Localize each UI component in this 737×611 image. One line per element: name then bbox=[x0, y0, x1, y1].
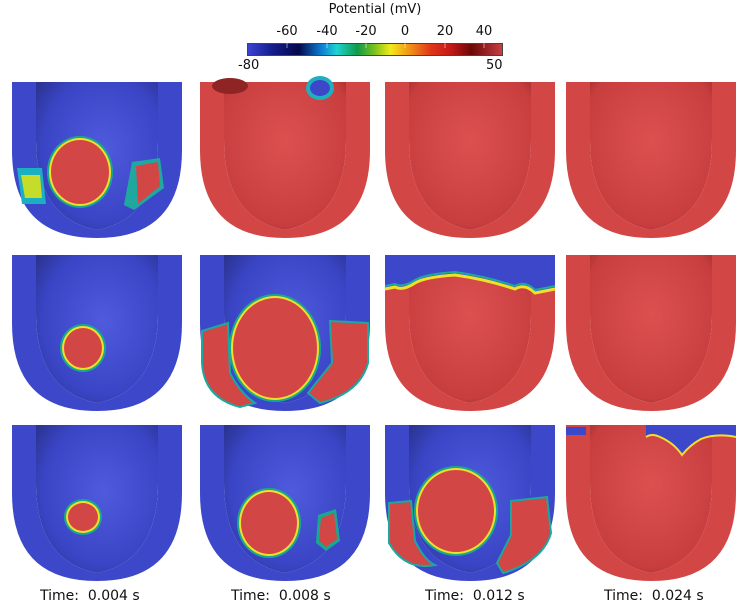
colorbar-tick: 40 bbox=[475, 24, 493, 39]
colorbar-tick: -40 bbox=[316, 24, 338, 39]
heart-r1c1 bbox=[12, 82, 182, 238]
colorbar-max-label: 50 bbox=[486, 58, 503, 73]
colorbar bbox=[247, 43, 503, 56]
colorbar-title: Potential (mV) bbox=[328, 2, 422, 17]
heart-r2c1 bbox=[12, 255, 182, 411]
heart-r3c1 bbox=[12, 425, 182, 581]
colorbar-tick: 20 bbox=[436, 24, 454, 39]
time-label-3: Time: 0.024 s bbox=[604, 588, 704, 604]
time-label-2: Time: 0.012 s bbox=[425, 588, 525, 604]
heart-r3c2 bbox=[200, 425, 370, 581]
heart-r2c3 bbox=[384, 255, 556, 411]
heart-r1c2 bbox=[200, 76, 370, 238]
heart-r3c3 bbox=[385, 425, 555, 581]
heart-r1c4 bbox=[566, 82, 736, 238]
time-label-1: Time: 0.008 s bbox=[231, 588, 331, 604]
heart-r2c4 bbox=[566, 255, 736, 411]
colorbar-min-label: -80 bbox=[238, 58, 260, 73]
heart-r1c3 bbox=[385, 82, 555, 238]
heart-r2c2 bbox=[200, 255, 370, 411]
colorbar-minor-ticks bbox=[286, 43, 485, 48]
colorbar-tick: -20 bbox=[355, 24, 377, 39]
colorbar-tick: -60 bbox=[276, 24, 298, 39]
heart-r3c4 bbox=[566, 425, 737, 581]
colorbar-tick: 0 bbox=[400, 24, 410, 39]
time-label-0: Time: 0.004 s bbox=[40, 588, 140, 604]
